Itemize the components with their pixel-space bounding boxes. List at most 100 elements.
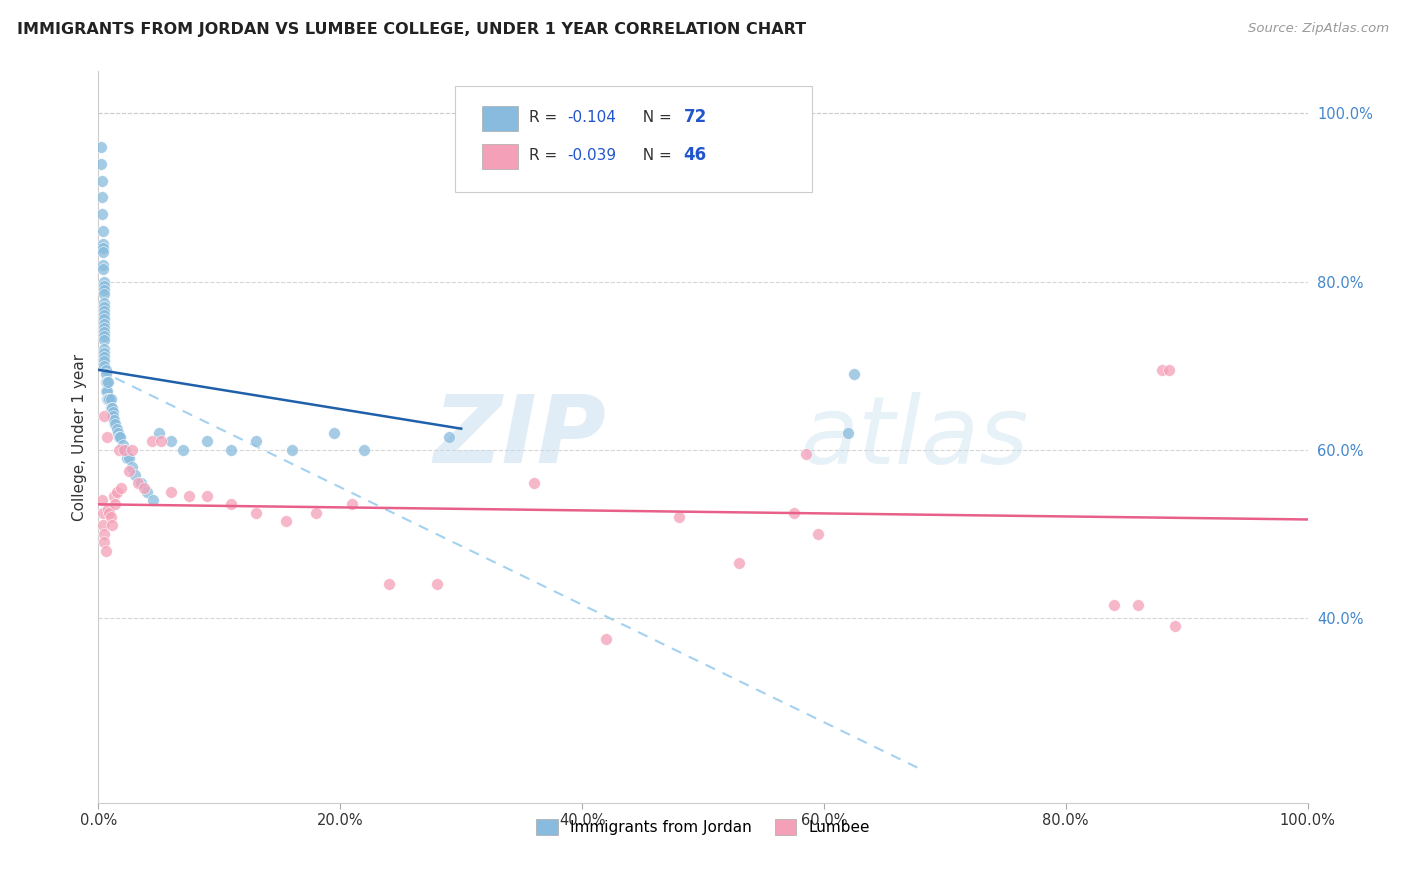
Point [305,506,328,520]
Point [91,258,114,272]
Point [98,392,121,407]
Point [91,236,114,251]
Point [108,430,131,444]
Point [110,481,132,495]
Point [844,367,866,381]
Point [93,287,115,301]
Point [342,497,364,511]
Point [323,425,346,440]
Point [1102,599,1125,613]
Point [837,425,859,440]
Text: ZIP: ZIP [433,391,606,483]
Point [807,526,830,541]
Point [124,467,146,482]
Point [91,174,114,188]
Point [96,392,118,407]
Point [91,518,114,533]
Point [160,434,183,449]
Point [108,442,131,457]
Point [93,526,115,541]
Point [100,401,122,415]
Text: 46: 46 [683,146,707,164]
Point [101,409,124,423]
Text: -0.104: -0.104 [568,110,616,125]
Point [93,354,115,368]
Point [794,447,817,461]
Point [94,543,117,558]
Point [141,434,163,449]
Point [96,376,118,390]
Point [121,459,143,474]
Point [91,261,114,276]
Point [93,359,115,373]
FancyBboxPatch shape [456,86,811,192]
Text: -0.039: -0.039 [568,148,617,163]
Point [1157,363,1180,377]
Point [377,577,399,591]
Point [97,376,120,390]
Point [134,481,156,495]
Point [523,476,546,491]
Point [100,518,122,533]
Legend: Immigrants from Jordan, Lumbee: Immigrants from Jordan, Lumbee [529,812,877,843]
Point [172,442,194,457]
Text: N =: N = [633,110,676,125]
Point [91,493,114,508]
Point [94,384,117,398]
Point [117,451,139,466]
Point [353,442,375,457]
Point [91,190,114,204]
Point [104,417,127,432]
Point [93,300,115,314]
Text: atlas: atlas [800,392,1028,483]
Point [437,430,460,444]
Point [93,275,115,289]
Point [245,506,267,520]
Point [129,476,152,491]
Text: IMMIGRANTS FROM JORDAN VS LUMBEE COLLEGE, UNDER 1 YEAR CORRELATION CHART: IMMIGRANTS FROM JORDAN VS LUMBEE COLLEGE… [17,22,806,37]
Point [96,384,118,398]
Point [195,489,218,503]
Point [103,413,125,427]
Point [93,346,115,360]
Point [98,506,121,520]
Point [94,363,117,377]
Point [274,514,297,528]
Point [1152,363,1174,377]
Point [93,320,115,334]
Point [91,207,114,221]
Point [111,438,134,452]
Point [91,245,114,260]
Text: R =: R = [529,148,562,163]
Point [127,476,149,491]
Point [1163,619,1185,633]
Text: 72: 72 [683,109,707,127]
Point [90,157,112,171]
Point [94,376,117,390]
Point [114,442,136,457]
Point [100,401,122,415]
Point [94,367,117,381]
Point [103,489,125,503]
Point [121,442,143,457]
Point [91,224,114,238]
Point [96,430,118,444]
Point [91,241,114,255]
Point [107,425,129,440]
Point [93,329,115,343]
Text: R =: R = [529,110,562,125]
Point [245,434,267,449]
Point [93,317,115,331]
Point [93,312,115,326]
Point [195,434,218,449]
Point [100,392,122,407]
Point [108,430,131,444]
FancyBboxPatch shape [482,144,517,169]
Point [93,278,115,293]
Point [93,342,115,356]
Point [105,422,128,436]
Point [148,425,170,440]
Point [595,632,617,646]
Point [118,464,141,478]
Point [97,392,120,407]
